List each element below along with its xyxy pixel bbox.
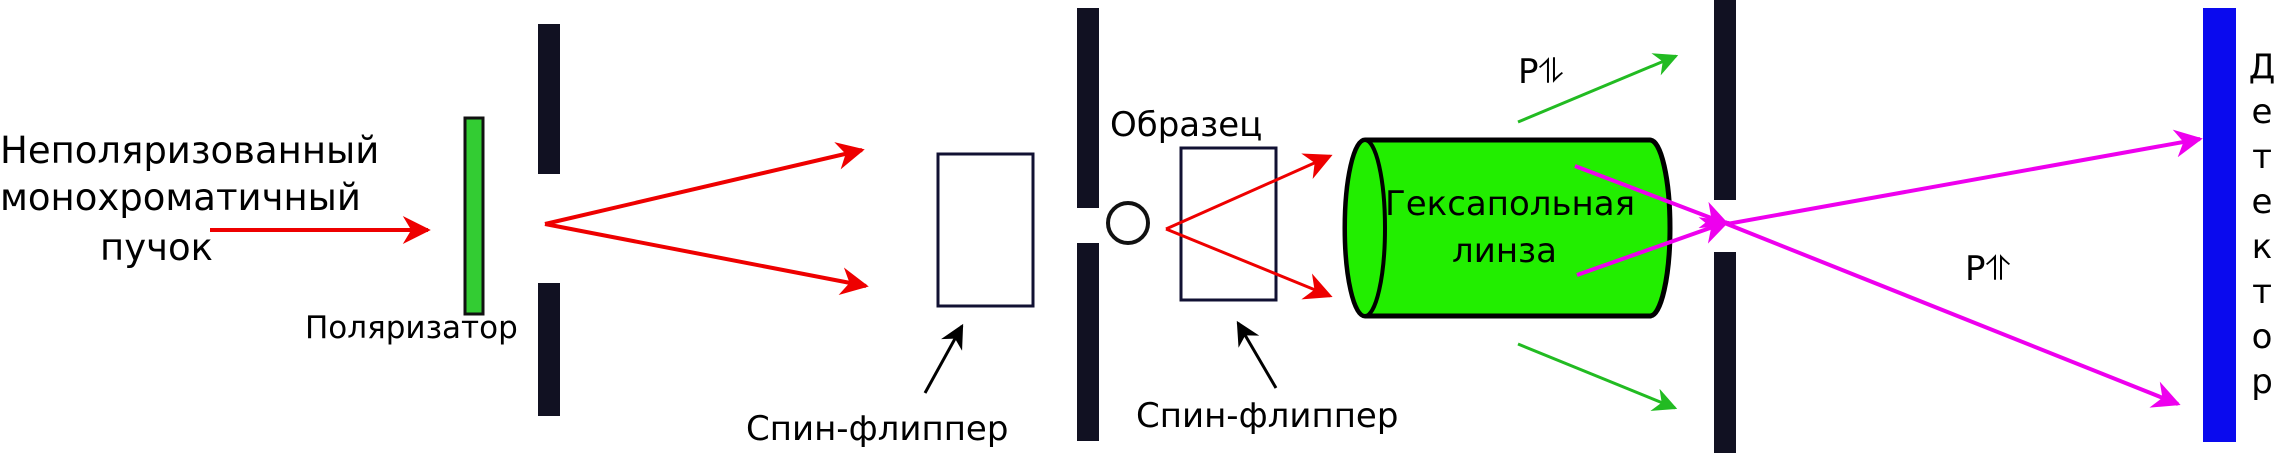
state-up-up-label: P⥣ [1965, 249, 2010, 289]
focused-beam-out-lower [1726, 222, 2181, 408]
detector-letter: т [2252, 272, 2272, 312]
detector-letter: р [2251, 362, 2273, 402]
detector-label: Д е т е к т о р [2249, 47, 2276, 402]
slit-3-bottom [1714, 252, 1736, 453]
spin-flipper-1 [936, 152, 1035, 308]
detector-letter: т [2252, 137, 2272, 177]
lens-label-line2: линза [1452, 231, 1557, 271]
detector-letter: к [2252, 227, 2273, 267]
beam-after-polarizer-lower [544, 222, 869, 295]
beam-label-line1: Неполяризованный [0, 129, 379, 172]
polarizer [463, 116, 485, 316]
polarizer-label: Поляризатор [305, 310, 518, 346]
detector-letter: о [2252, 317, 2273, 357]
detector [2203, 8, 2236, 442]
lens-label-line1: Гексапольная [1385, 184, 1635, 224]
sample-label: Образец [1110, 105, 1262, 145]
slit-3-top [1714, 0, 1736, 200]
defocused-beam-lower [1517, 342, 1678, 411]
spin-flipper-1-label: Спин-флиппер [746, 409, 1008, 449]
slit-1-top [538, 24, 560, 174]
spin-flipper-1-pointer [923, 323, 964, 394]
beam-after-polarizer-upper [544, 142, 865, 226]
detector-letter: е [2252, 182, 2273, 222]
spin-flipper-2 [1179, 146, 1278, 302]
detector-letter: е [2252, 92, 2273, 132]
beam-label-line3: пучок [100, 226, 213, 269]
focused-beam-in-lower [1576, 217, 1730, 277]
beam-label-line2: монохроматичный [0, 176, 361, 219]
hexapole-lens [1342, 137, 1673, 319]
spin-flipper-2-label: Спин-флиппер [1136, 396, 1398, 436]
defocused-beam-upper [1517, 53, 1679, 124]
beam-after-sample-upper [1165, 153, 1333, 231]
state-up-down-label: P⥮ [1518, 52, 1563, 92]
focused-beam-out-upper [1726, 129, 2203, 226]
slit-2-top [1077, 8, 1099, 208]
detector-letter: Д [2249, 47, 2276, 87]
focused-beam-in-upper [1574, 164, 1730, 229]
slit-1-bottom [538, 283, 560, 416]
sample [1106, 201, 1150, 245]
spin-flipper-2-pointer [1236, 320, 1278, 389]
slit-2-bottom [1077, 243, 1099, 441]
beam-after-sample-lower [1165, 227, 1333, 300]
